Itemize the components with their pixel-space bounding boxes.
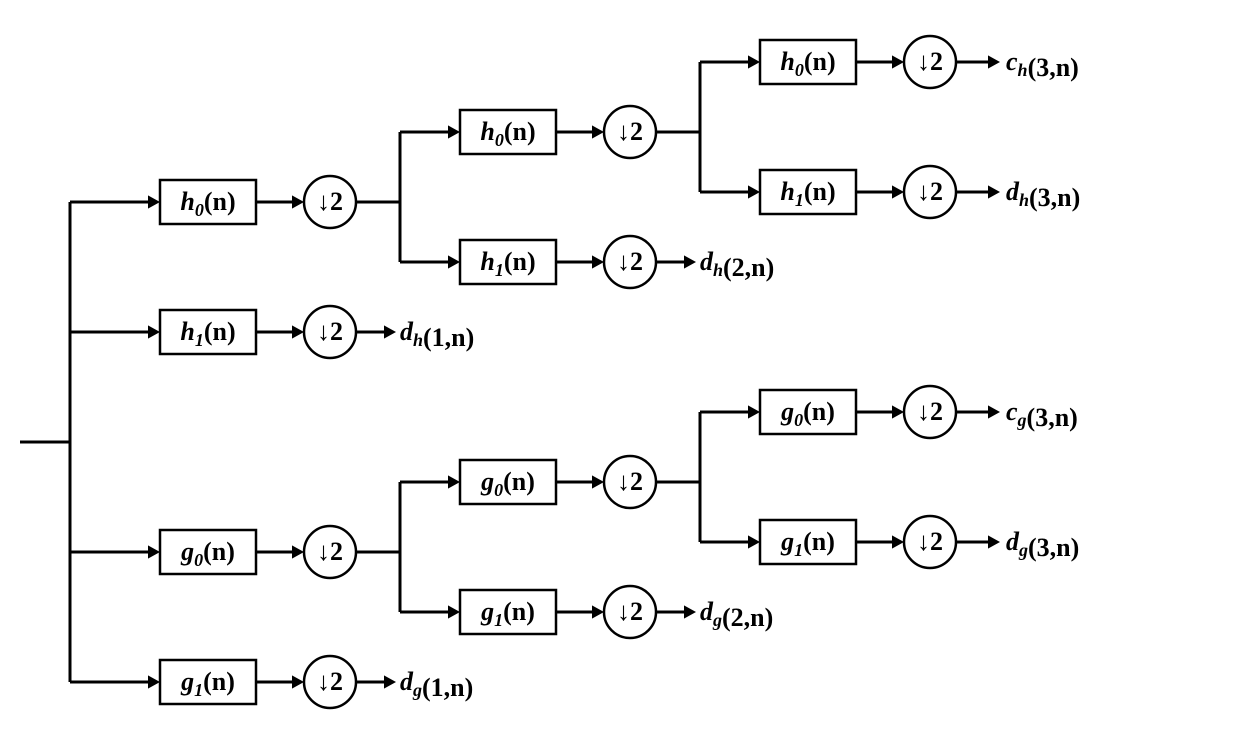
h0-L1-filter-label: h0(n)	[180, 187, 235, 220]
h1-L1-arrow-to-down-head	[292, 325, 304, 338]
arrow-in-h0-L1-head	[148, 195, 160, 208]
h1-L3-filter-label: h1(n)	[780, 177, 835, 210]
h1-L2-down-label: ↓2	[617, 247, 643, 276]
g0-L3-arrow-to-down-head	[892, 405, 904, 418]
g1-L1-arrow-to-down-head	[292, 675, 304, 688]
h0-L2-arrow-to-down-head	[592, 125, 604, 138]
out-dh1: dh(1,n)	[400, 317, 474, 352]
out-dg3-arrow-head	[988, 535, 1000, 548]
h1-L2-filter-label: h1(n)	[480, 247, 535, 280]
out-dg2: dg(2,n)	[700, 597, 773, 632]
h0-L2-filter-label: h0(n)	[480, 117, 535, 150]
out-dh2-arrow-head	[684, 255, 696, 268]
out-dh2: dh(2,n)	[700, 247, 774, 282]
out-ch3-arrow-head	[988, 55, 1000, 68]
g1-L3-arrow-to-down-head	[892, 535, 904, 548]
out-dg2-arrow-head	[684, 605, 696, 618]
g1-L2-arrow-to-down-head	[592, 605, 604, 618]
h1-L1-down-label: ↓2	[317, 317, 343, 346]
arrow-in-g1-L1-head	[148, 675, 160, 688]
h0-L3-arrow-to-down-head	[892, 55, 904, 68]
g1-L2-filter-label: g1(n)	[480, 597, 535, 630]
out-dg1: dg(1,n)	[400, 667, 473, 702]
arrow-in-h1-L3-head	[748, 185, 760, 198]
out-dg1-arrow-head	[384, 675, 396, 688]
h0-L2-down-label: ↓2	[617, 117, 643, 146]
h1-L1-filter-label: h1(n)	[180, 317, 235, 350]
out-dh1-arrow-head	[384, 325, 396, 338]
g1-L3-filter-label: g1(n)	[780, 527, 835, 560]
h1-L3-arrow-to-down-head	[892, 185, 904, 198]
h0-L3-down-label: ↓2	[917, 47, 943, 76]
out-dh3-arrow-head	[988, 185, 1000, 198]
h1-L3-down-label: ↓2	[917, 177, 943, 206]
g0-L2-down-label: ↓2	[617, 467, 643, 496]
out-cg3: cg(3,n)	[1006, 397, 1078, 432]
out-cg3-arrow-head	[988, 405, 1000, 418]
arrow-in-g0-L1-head	[148, 545, 160, 558]
g0-L1-down-label: ↓2	[317, 537, 343, 566]
g0-L1-filter-label: g0(n)	[180, 537, 235, 570]
arrow-in-h1-L2-head	[448, 255, 460, 268]
g0-L3-down-label: ↓2	[917, 397, 943, 426]
h0-L1-down-label: ↓2	[317, 187, 343, 216]
g0-L2-filter-label: g0(n)	[480, 467, 535, 500]
arrow-in-h0-L2-head	[448, 125, 460, 138]
g1-L1-filter-label: g1(n)	[180, 667, 235, 700]
g0-L1-arrow-to-down-head	[292, 545, 304, 558]
g0-L3-filter-label: g0(n)	[780, 397, 835, 430]
g0-L2-arrow-to-down-head	[592, 475, 604, 488]
h0-L3-filter-label: h0(n)	[780, 47, 835, 80]
wavelet-decomposition-diagram: h0(n) ↓2 h1(n) ↓2 dh(1,n) h0(n) ↓2 h1(n) ↓2 dh(2,…	[0, 0, 1240, 747]
arrow-in-g1-L3-head	[748, 535, 760, 548]
arrow-in-g0-L2-head	[448, 475, 460, 488]
arrow-in-g1-L2-head	[448, 605, 460, 618]
out-ch3: ch(3,n)	[1006, 47, 1079, 82]
h0-L1-arrow-to-down-head	[292, 195, 304, 208]
out-dg3: dg(3,n)	[1006, 527, 1079, 562]
arrow-in-g0-L3-head	[748, 405, 760, 418]
arrow-in-h1-L1-head	[148, 325, 160, 338]
arrow-in-h0-L3-head	[748, 55, 760, 68]
g1-L3-down-label: ↓2	[917, 527, 943, 556]
g1-L2-down-label: ↓2	[617, 597, 643, 626]
h1-L2-arrow-to-down-head	[592, 255, 604, 268]
out-dh3: dh(3,n)	[1006, 177, 1080, 212]
g1-L1-down-label: ↓2	[317, 667, 343, 696]
